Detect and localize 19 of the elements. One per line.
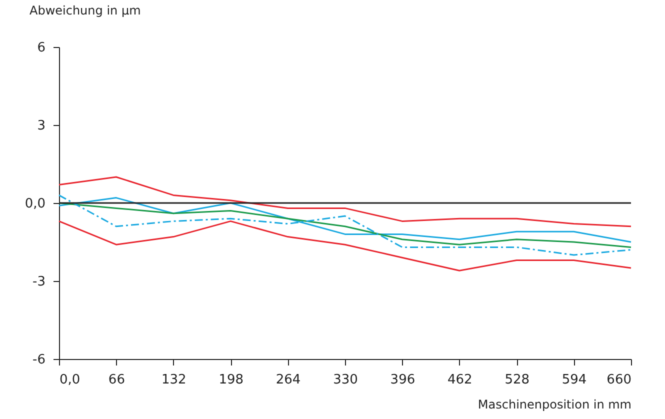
x-tick-label: 132 (161, 372, 186, 388)
x-tick-label: 0,0 (60, 372, 80, 388)
y-axis-title: Abweichung in µm (30, 4, 141, 18)
x-tick-label: 198 (218, 372, 244, 388)
x-tick-label: 594 (562, 372, 587, 388)
line-series (58, 220, 632, 272)
y-tick-label: -6 (32, 352, 46, 368)
y-tick-label: 0,0 (24, 196, 46, 212)
x-tick-label: 462 (447, 372, 472, 388)
x-tick-label: 660 (606, 372, 632, 388)
y-tick-label: 3 (37, 118, 46, 134)
x-tick-label: 528 (504, 372, 530, 388)
x-tick-label: 330 (333, 372, 358, 388)
x-axis-title: Maschinenposition in mm (478, 398, 632, 412)
y-tick-label: -3 (32, 274, 46, 290)
x-tick-label: 396 (390, 372, 416, 388)
y-tick-label: 6 (37, 40, 46, 56)
x-tick-label: 66 (108, 372, 125, 388)
x-tick-label: 264 (276, 372, 301, 388)
